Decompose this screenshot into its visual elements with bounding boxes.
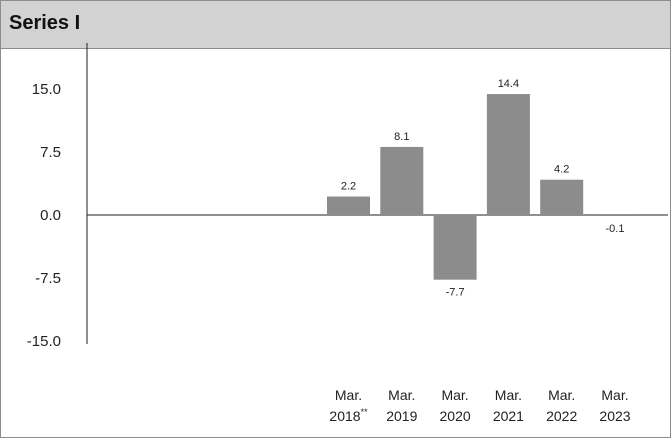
data-label: 8.1 bbox=[394, 131, 409, 143]
y-tick-label: 15.0 bbox=[32, 81, 61, 98]
bar bbox=[486, 94, 530, 215]
x-tick-label-line2: 2022 bbox=[546, 408, 577, 424]
x-tick-label-line1: Mar. bbox=[335, 387, 362, 403]
bar bbox=[433, 215, 477, 280]
y-tick-label: -15.0 bbox=[27, 333, 61, 350]
bar bbox=[327, 196, 370, 215]
x-tick-label-line1: Mar. bbox=[495, 387, 522, 403]
x-tick-label-line1: Mar. bbox=[601, 387, 628, 403]
y-tick-label: -7.5 bbox=[35, 270, 61, 287]
bar bbox=[380, 146, 424, 215]
bar bbox=[540, 179, 584, 215]
x-tick-label-line1: Mar. bbox=[441, 387, 468, 403]
x-tick-label-line2: 2023 bbox=[599, 408, 630, 424]
data-label: 4.2 bbox=[554, 164, 569, 176]
chart-header: Series I bbox=[1, 1, 670, 49]
x-tick-label-line1: Mar. bbox=[548, 387, 575, 403]
x-tick-label-line2: 2018** bbox=[329, 407, 368, 424]
chart-title: Series I bbox=[9, 12, 81, 34]
x-tick-label-line2: 2019 bbox=[386, 408, 417, 424]
y-tick-label: 7.5 bbox=[40, 144, 61, 161]
data-label: -7.7 bbox=[446, 287, 465, 299]
y-tick-label: 0.0 bbox=[40, 207, 61, 224]
data-label: 2.2 bbox=[341, 181, 356, 193]
data-label: 14.4 bbox=[498, 78, 519, 90]
bar bbox=[593, 215, 637, 216]
data-label: -0.1 bbox=[606, 223, 625, 235]
x-tick-label-line2: 2020 bbox=[440, 408, 471, 424]
x-tick-label-line2: 2021 bbox=[493, 408, 524, 424]
x-tick-label-line1: Mar. bbox=[388, 387, 415, 403]
x-tick-footnote-mark: ** bbox=[361, 407, 369, 417]
